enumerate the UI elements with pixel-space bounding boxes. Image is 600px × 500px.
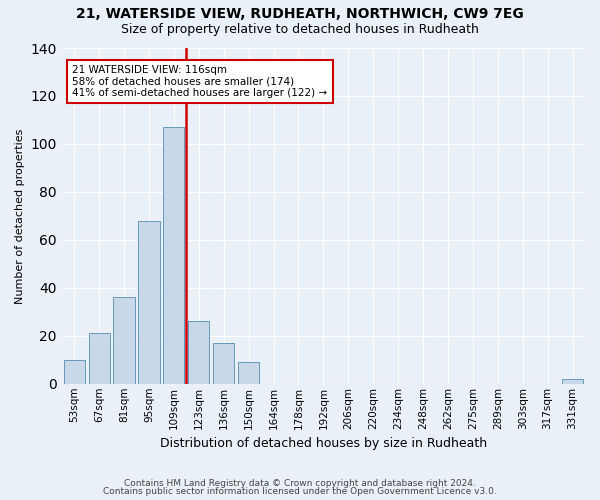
Bar xyxy=(113,298,134,384)
Bar xyxy=(188,322,209,384)
Bar xyxy=(64,360,85,384)
Bar xyxy=(238,362,259,384)
Bar xyxy=(89,334,110,384)
Text: Size of property relative to detached houses in Rudheath: Size of property relative to detached ho… xyxy=(121,22,479,36)
Text: 21 WATERSIDE VIEW: 116sqm
58% of detached houses are smaller (174)
41% of semi-d: 21 WATERSIDE VIEW: 116sqm 58% of detache… xyxy=(72,65,328,98)
Y-axis label: Number of detached properties: Number of detached properties xyxy=(15,128,25,304)
Text: 21, WATERSIDE VIEW, RUDHEATH, NORTHWICH, CW9 7EG: 21, WATERSIDE VIEW, RUDHEATH, NORTHWICH,… xyxy=(76,8,524,22)
Bar xyxy=(213,343,235,384)
Bar xyxy=(163,127,184,384)
Text: Contains HM Land Registry data © Crown copyright and database right 2024.: Contains HM Land Registry data © Crown c… xyxy=(124,478,476,488)
X-axis label: Distribution of detached houses by size in Rudheath: Distribution of detached houses by size … xyxy=(160,437,487,450)
Text: Contains public sector information licensed under the Open Government Licence v3: Contains public sector information licen… xyxy=(103,487,497,496)
Bar xyxy=(139,220,160,384)
Bar xyxy=(562,379,583,384)
